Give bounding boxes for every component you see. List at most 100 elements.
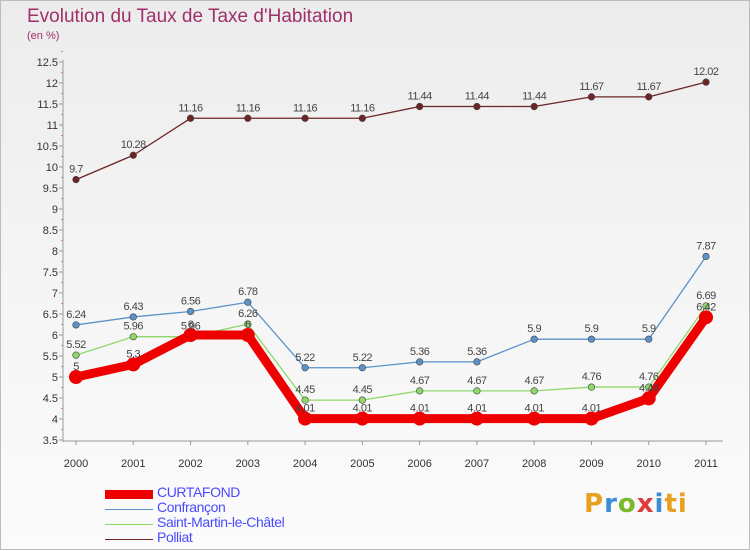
legend-label-saint-martin: Saint-Martin-le-Châtel xyxy=(157,514,285,530)
y-tick-label: 8 xyxy=(52,246,58,258)
data-label: 4.01 xyxy=(467,403,487,415)
data-label: 6 xyxy=(245,319,251,331)
data-label: 5.96 xyxy=(124,321,144,333)
data-label: 4.49 xyxy=(639,382,659,394)
data-point-2 xyxy=(129,333,137,341)
x-tick-label: 2003 xyxy=(236,458,260,470)
data-label: 4.76 xyxy=(582,371,602,383)
data-point-1 xyxy=(416,358,424,366)
data-point-3 xyxy=(301,114,309,122)
data-label: 4.45 xyxy=(353,384,373,396)
data-label: 11.16 xyxy=(178,102,203,114)
data-point-1 xyxy=(530,335,538,343)
y-tick-label: 3.5 xyxy=(43,435,58,447)
y-tick-label: 10.5 xyxy=(37,141,58,153)
data-label: 5.22 xyxy=(353,352,373,364)
x-tick-label: 2010 xyxy=(636,458,660,470)
data-point-3 xyxy=(358,114,366,122)
data-label: 11.16 xyxy=(236,102,261,114)
data-point-1 xyxy=(358,364,366,372)
legend-swatch-curtafond xyxy=(105,490,153,499)
data-label: 4.01 xyxy=(582,403,602,415)
data-label: 11.67 xyxy=(637,81,662,93)
series-line-2 xyxy=(75,305,707,401)
data-label: 4.01 xyxy=(295,403,315,415)
data-label: 6.24 xyxy=(66,309,86,321)
y-tick-label: 5.5 xyxy=(43,351,58,363)
y-tick-label: 4 xyxy=(52,414,58,426)
data-label: 5 xyxy=(73,361,79,373)
legend-label-curtafond: CURTAFOND xyxy=(157,484,240,500)
data-label: 4.01 xyxy=(353,403,373,415)
data-point-0 xyxy=(69,370,83,384)
data-point-1 xyxy=(645,335,653,343)
data-label: 5.36 xyxy=(467,346,487,358)
data-label: 11.44 xyxy=(465,91,490,103)
y-tick-label: 10 xyxy=(46,162,58,174)
data-point-2 xyxy=(244,320,252,328)
data-point-2 xyxy=(473,387,481,395)
y-tick-label: 4.5 xyxy=(43,393,58,405)
data-point-0 xyxy=(699,310,713,325)
data-label: 9.7 xyxy=(69,164,83,176)
y-tick-label: 6.5 xyxy=(43,309,58,321)
y-tick-label: 9 xyxy=(52,204,58,216)
legend-swatch-polliat xyxy=(105,539,153,540)
data-point-3 xyxy=(530,102,538,111)
y-tick-label: 12.5 xyxy=(37,57,58,69)
data-label: 11.44 xyxy=(522,91,547,103)
chart-title: Evolution du Taux de Taxe d'Habitation xyxy=(27,6,354,27)
x-tick-label: 2002 xyxy=(178,458,202,470)
data-point-1 xyxy=(587,335,596,343)
data-label: 5.9 xyxy=(527,323,541,335)
data-point-2 xyxy=(72,351,80,359)
data-label: 5.36 xyxy=(410,346,430,358)
data-label: 6 xyxy=(188,319,194,331)
data-label: 5.22 xyxy=(295,352,315,364)
series-line-0 xyxy=(71,312,711,424)
data-label: 6.43 xyxy=(124,301,144,313)
chart-subtitle: (en %) xyxy=(27,30,60,42)
data-label: 6.42 xyxy=(696,301,716,313)
data-label: 6.56 xyxy=(181,295,201,307)
data-label: 12.02 xyxy=(693,66,718,78)
data-label: 5.9 xyxy=(642,323,656,335)
data-point-1 xyxy=(702,252,710,261)
data-label: 4.45 xyxy=(295,384,315,396)
x-tick-label: 2008 xyxy=(522,458,546,470)
data-point-0 xyxy=(183,328,198,342)
data-label: 11.67 xyxy=(579,81,604,93)
x-tick-label: 2001 xyxy=(121,458,145,470)
series-line-1 xyxy=(75,255,707,369)
data-point-1 xyxy=(301,364,309,372)
series-line-3 xyxy=(75,81,707,181)
data-point-2 xyxy=(645,383,653,391)
data-label: 4.76 xyxy=(639,371,659,383)
data-label: 11.16 xyxy=(350,102,375,114)
data-label: 11.16 xyxy=(293,102,318,114)
data-point-2 xyxy=(358,396,366,404)
x-tick-label: 2007 xyxy=(465,458,489,470)
data-point-3 xyxy=(416,102,424,111)
data-label: 11.44 xyxy=(408,91,433,103)
y-tick-label: 7 xyxy=(52,288,58,300)
y-tick-label: 9.5 xyxy=(43,183,58,195)
x-tick-label: 2011 xyxy=(694,458,718,470)
data-label: 4.67 xyxy=(467,375,487,387)
data-point-0 xyxy=(641,391,656,406)
data-label: 10.28 xyxy=(121,139,146,151)
proxiti-logo: Proxiti xyxy=(584,489,688,519)
data-label: 6.78 xyxy=(238,286,258,298)
data-point-3 xyxy=(702,78,710,86)
data-label: 5.52 xyxy=(66,339,86,351)
data-point-3 xyxy=(129,151,137,159)
legend-label-confrancon: Confrançon xyxy=(157,499,226,515)
data-point-1 xyxy=(129,313,137,321)
x-tick-label: 2005 xyxy=(350,458,374,470)
data-label: 4.67 xyxy=(524,375,544,387)
x-tick-label: 2006 xyxy=(407,458,431,470)
y-tick-label: 11 xyxy=(47,120,58,132)
data-point-1 xyxy=(186,307,195,316)
x-tick-label: 2009 xyxy=(579,458,603,470)
